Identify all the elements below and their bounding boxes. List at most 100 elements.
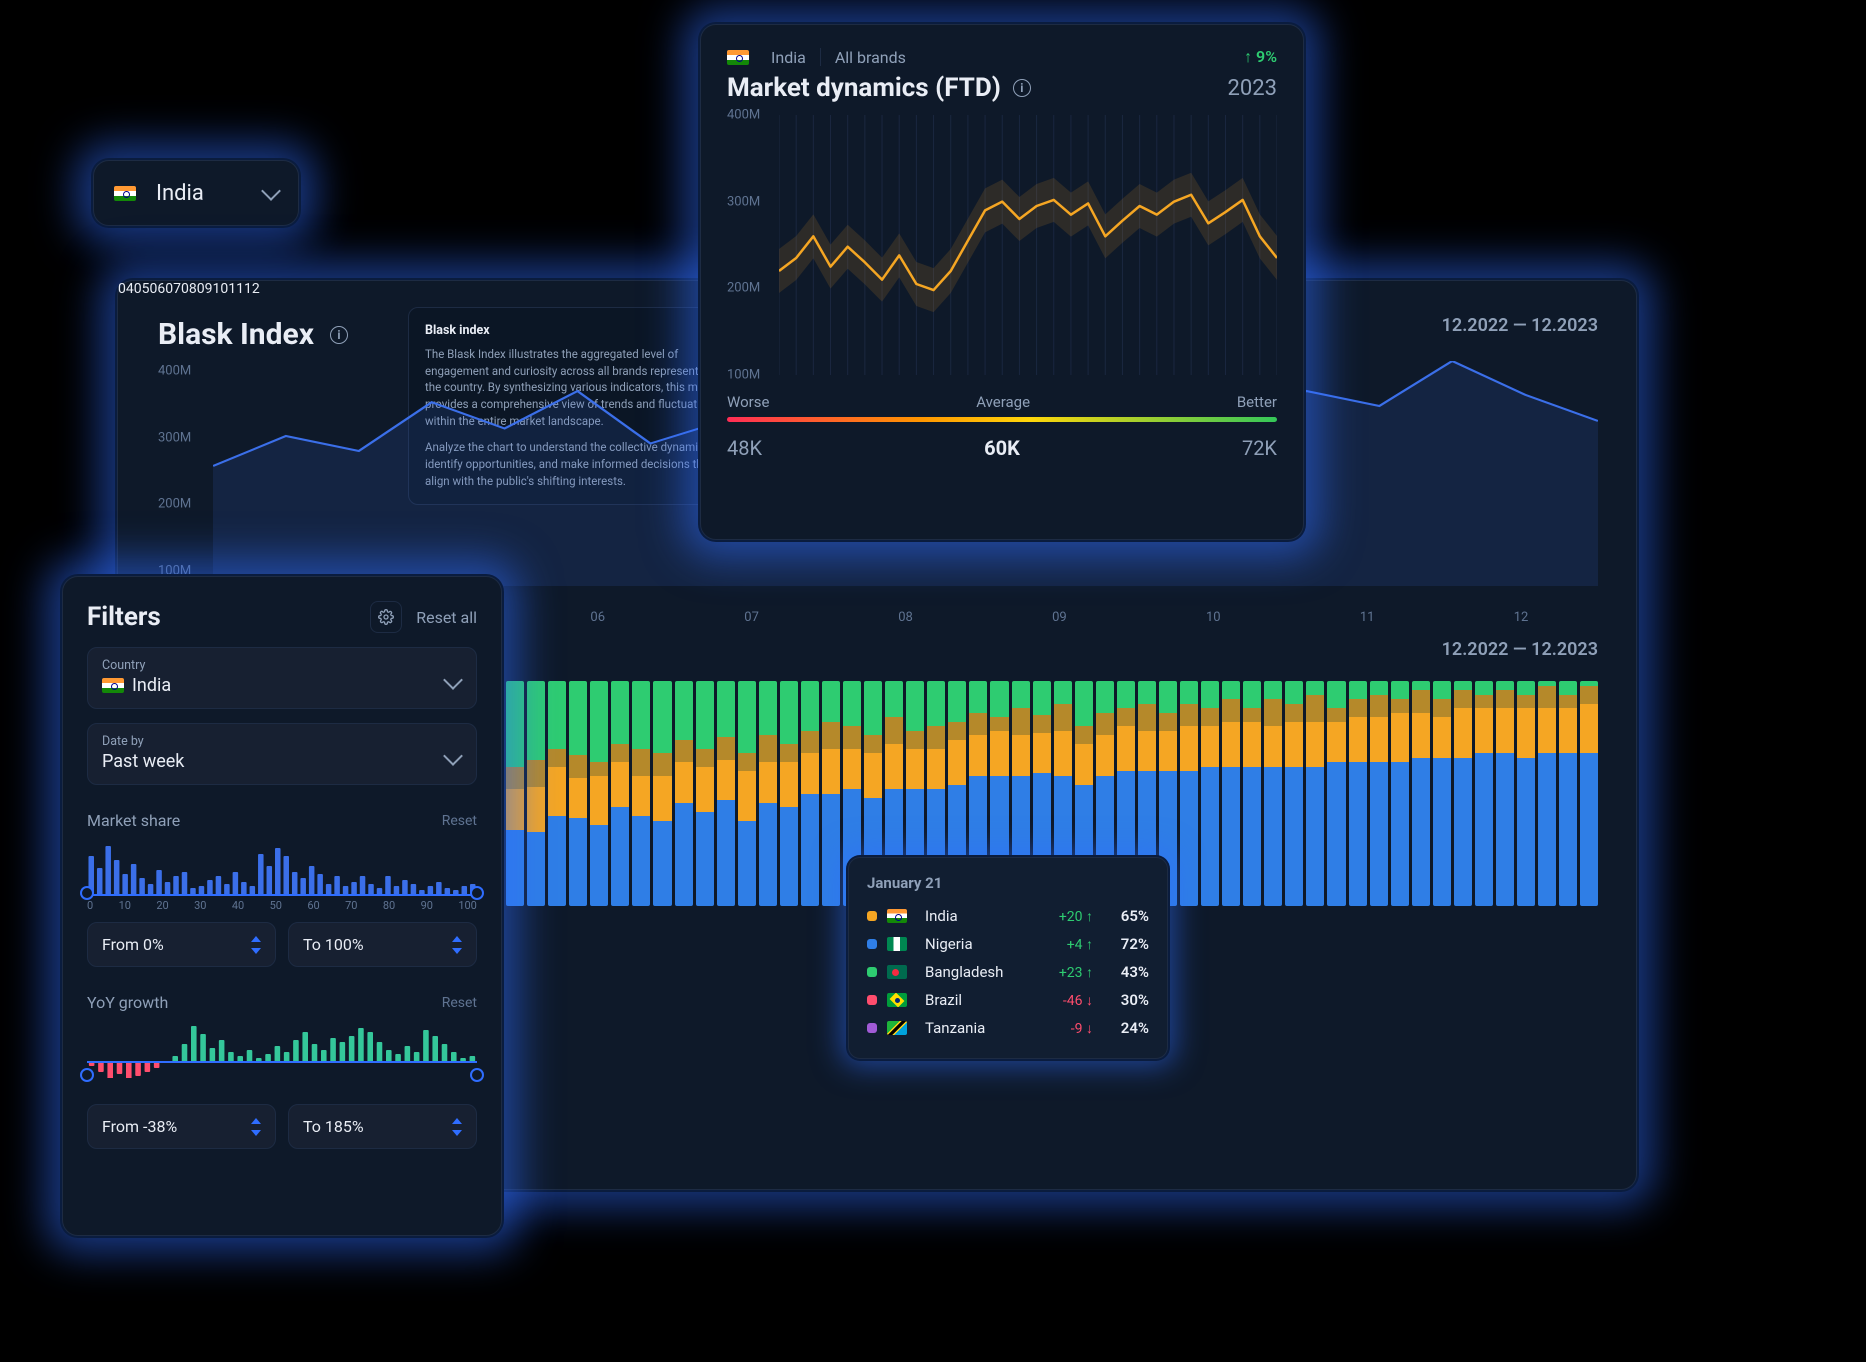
country-selector-label: India [156, 181, 204, 206]
stacked-bar [1580, 681, 1598, 906]
stacked-tooltip: January 21 India+20 ↑65%Nigeria+4 ↑72%Ba… [848, 857, 1168, 1059]
dyn-year: 2023 [1228, 76, 1277, 101]
yoy-from[interactable]: From -38% [87, 1104, 276, 1149]
stacked-bar [548, 681, 566, 906]
yoy-title: YoY growth [87, 993, 168, 1012]
ytick: 100M [727, 368, 760, 383]
delta-value: +4 ↑ [1067, 936, 1093, 953]
xtick: 06 [150, 281, 166, 297]
stacked-bar [590, 681, 608, 906]
xtick: 09 [197, 281, 213, 297]
xtick: 06 [590, 610, 605, 625]
ytick: 300M [727, 194, 760, 209]
date-select[interactable]: Date by Past week [87, 723, 477, 785]
axis-tick: 0 [87, 899, 93, 912]
flag-india-icon [114, 186, 136, 201]
country-name: Brazil [925, 991, 962, 1009]
country-select[interactable]: Country India [87, 647, 477, 709]
filters-title: Filters [87, 602, 161, 632]
gauge-bar [727, 417, 1277, 422]
info-icon[interactable]: i [1013, 79, 1031, 97]
country-name: Bangladesh [925, 963, 1003, 981]
yoy-to-label: To 185% [303, 1117, 364, 1136]
axis-tick: 20 [156, 899, 168, 912]
market-share-to-label: To 100% [303, 935, 364, 954]
dyn-line-chart: 400M300M200M100M [727, 115, 1277, 375]
axis-tick: 100 [458, 899, 477, 912]
tooltip-row: Tanzania -9 ↓ 24% [867, 1014, 1149, 1042]
country-name: India [925, 907, 958, 925]
market-share-reset[interactable]: Reset [442, 813, 477, 829]
chevron-down-icon [261, 181, 281, 201]
yoy-from-label: From -38% [102, 1117, 177, 1136]
tooltip-row: India+20 ↑65% [867, 902, 1149, 930]
slider-handle-left[interactable] [80, 1068, 94, 1082]
country-name: Tanzania [925, 1019, 985, 1037]
stacked-bar [653, 681, 671, 906]
stacked-bar [1201, 681, 1219, 906]
gear-icon[interactable] [370, 601, 402, 633]
yoy-histogram[interactable] [87, 1022, 477, 1094]
stacked-bar [1433, 681, 1451, 906]
axis-tick: 50 [270, 899, 282, 912]
xtick: 11 [1360, 610, 1375, 625]
pct-value: 65% [1103, 907, 1149, 925]
stacked-bar [717, 681, 735, 906]
axis-tick: 60 [307, 899, 319, 912]
slider-handle-right[interactable] [470, 886, 484, 900]
delta-value: +23 ↑ [1059, 964, 1093, 981]
slider-handle-right[interactable] [470, 1068, 484, 1082]
date-select-value: Past week [102, 751, 184, 772]
delta-value: -9 ↓ [1071, 1020, 1093, 1037]
slider-handle-left[interactable] [80, 886, 94, 900]
pct-value: 43% [1103, 963, 1149, 981]
xtick: 12 [244, 281, 260, 297]
market-dynamics-card: India All brands 9% Market dynamics (FTD… [700, 24, 1304, 540]
market-share-to[interactable]: To 100% [288, 922, 477, 967]
stacked-bar [822, 681, 840, 906]
stacked-bar [1349, 681, 1367, 906]
stacked-bar [780, 681, 798, 906]
ytick: 400M [158, 364, 191, 379]
stepper-icon[interactable] [452, 1118, 462, 1136]
gauge-average: Average [976, 393, 1030, 411]
flag-india-icon [102, 678, 124, 693]
market-share-from[interactable]: From 0% [87, 922, 276, 967]
stacked-bar [569, 681, 587, 906]
stepper-icon[interactable] [251, 936, 261, 954]
dyn-growth: 9% [1244, 47, 1277, 67]
stacked-bar [1475, 681, 1493, 906]
gauge-low: 48K [727, 436, 762, 460]
stacked-bar [1454, 681, 1472, 906]
reset-all-button[interactable]: Reset all [416, 608, 477, 627]
xtick: 07 [744, 610, 759, 625]
pct-value: 72% [1103, 935, 1149, 953]
pct-value: 24% [1103, 1019, 1149, 1037]
stacked-bar [801, 681, 819, 906]
stepper-icon[interactable] [251, 1118, 261, 1136]
info-icon[interactable]: i [330, 326, 348, 344]
stacked-bar [1412, 681, 1430, 906]
country-name: Nigeria [925, 935, 973, 953]
xtick: 09 [1052, 610, 1067, 625]
axis-tick: 80 [383, 899, 395, 912]
xtick: 08 [181, 281, 197, 297]
stacked-bar [675, 681, 693, 906]
pct-value: 30% [1103, 991, 1149, 1009]
axis-tick: 70 [345, 899, 357, 912]
country-selector[interactable]: India [93, 160, 299, 226]
stacked-bar [611, 681, 629, 906]
market-share-histogram[interactable]: 0102030405060708090100 [87, 840, 477, 912]
flag-tanzania-icon [887, 1021, 907, 1035]
country-select-value: India [132, 675, 171, 696]
stacked-bar [1559, 681, 1577, 906]
gauge-mid: 60K [984, 436, 1020, 460]
xtick: 05 [134, 281, 150, 297]
yoy-to[interactable]: To 185% [288, 1104, 477, 1149]
stacked-bar [1327, 681, 1345, 906]
xtick: 04 [118, 281, 134, 297]
stepper-icon[interactable] [452, 936, 462, 954]
blask-date-range: 12.2022 — 12.2023 [1442, 315, 1598, 336]
separator [820, 48, 821, 66]
yoy-reset[interactable]: Reset [442, 995, 477, 1011]
